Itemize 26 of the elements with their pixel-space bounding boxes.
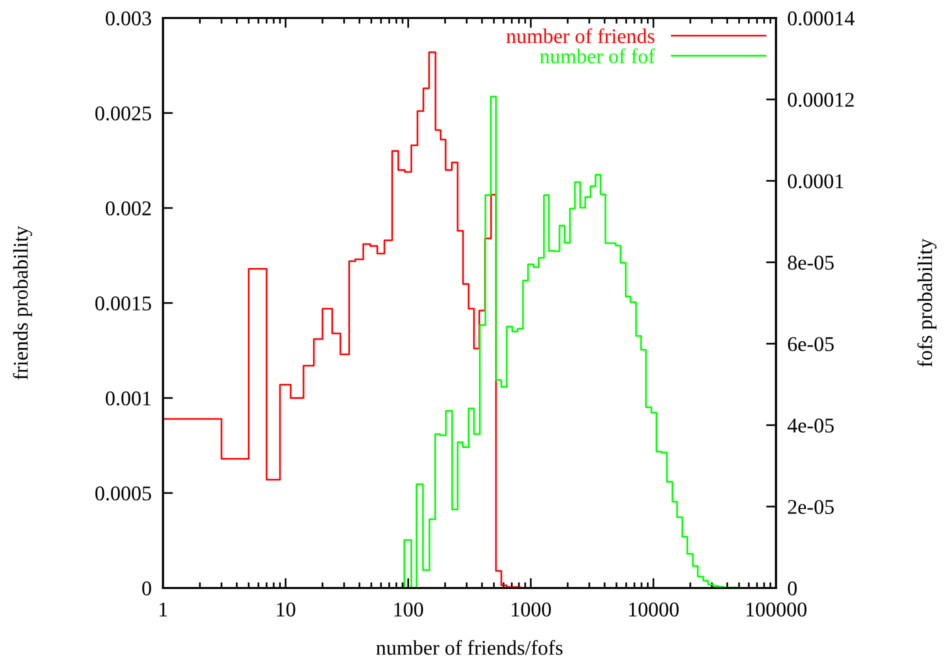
text: number of friends [506,28,654,44]
x-tick-label: 1 [160,602,167,616]
y2-axis-title: fofs probability [917,238,936,367]
y2-tick-label: 8e-05 [788,256,834,270]
y2-tick-label: 2e-05 [788,500,834,514]
y-tick-label: 0.003 [106,11,152,26]
x-axis-title: number of friends/fofs [376,640,562,655]
y-tick-label: 0 [142,581,152,596]
y-tick-label: 0.002 [106,201,151,216]
y2-tick-label: 6e-05 [788,337,834,352]
x-tick-label: 100000 [746,602,806,617]
x-tick-label: 10000 [629,602,679,617]
y2-tick-label: 0.00014 [788,11,854,26]
x-tick-label: 1000 [512,602,551,617]
y2-tick-label: 0 [788,581,797,596]
y-tick-label: 0.0015 [95,296,152,311]
legend-label: number of fof [540,48,656,64]
y2-tick-label: 4e-05 [788,418,834,433]
x-tick-label: 100 [394,602,424,617]
y-tick-label: 0.0005 [95,486,152,501]
y-tick-label: 0.0025 [95,106,152,121]
y2-tick-label: 0.00012 [788,92,854,107]
y-axis-title: friends probability [12,226,32,380]
x-tick-label: 10 [277,602,296,617]
y-tick-label: 0.001 [106,391,151,406]
y2-tick-label: 0.0001 [788,174,844,188]
